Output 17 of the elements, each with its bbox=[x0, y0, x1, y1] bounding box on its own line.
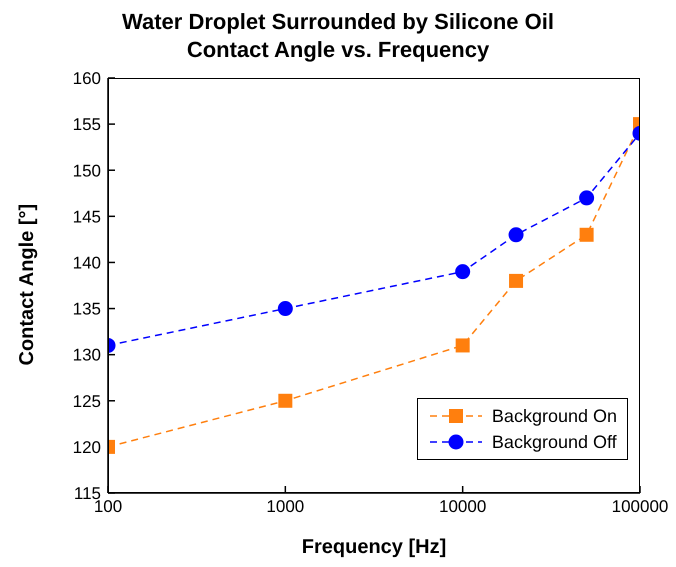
x-tick-label: 1000 bbox=[266, 497, 304, 516]
y-axis-title: Contact Angle [°] bbox=[16, 204, 38, 366]
legend-label: Background On bbox=[492, 406, 617, 426]
legend-label: Background Off bbox=[492, 432, 617, 452]
x-tick-label: 100000 bbox=[612, 497, 668, 516]
y-tick-label: 125 bbox=[72, 392, 101, 411]
y-tick-label: 145 bbox=[72, 207, 101, 226]
x-axis-title: Frequency [Hz] bbox=[302, 536, 446, 558]
y-tick-label: 155 bbox=[72, 115, 101, 134]
y-tick-label: 140 bbox=[72, 253, 101, 272]
x-tick-label: 10000 bbox=[439, 497, 486, 516]
y-tick-label: 130 bbox=[72, 346, 101, 365]
y-tick-label: 120 bbox=[72, 438, 101, 457]
y-tick-label: 150 bbox=[72, 161, 101, 180]
y-tick-label: 135 bbox=[72, 300, 101, 319]
chart-title: Water Droplet Surrounded by Silicone Oil Contact Angle vs. Frequency bbox=[121, 8, 555, 64]
y-tick-label: 160 bbox=[72, 69, 101, 88]
